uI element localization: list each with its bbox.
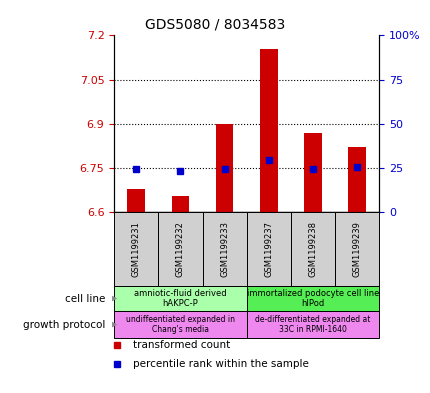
Polygon shape <box>112 296 117 301</box>
Text: GSM1199239: GSM1199239 <box>352 221 361 277</box>
Text: GSM1199231: GSM1199231 <box>132 221 141 277</box>
Bar <box>158 212 202 286</box>
Text: GSM1199232: GSM1199232 <box>175 221 184 277</box>
Bar <box>215 124 233 212</box>
Bar <box>246 286 378 311</box>
Bar <box>114 311 246 338</box>
Text: de-differentiated expanded at
33C in RPMI-1640: de-differentiated expanded at 33C in RPM… <box>255 315 370 334</box>
Text: percentile rank within the sample: percentile rank within the sample <box>132 359 308 369</box>
Bar <box>171 196 189 212</box>
Text: GDS5080 / 8034583: GDS5080 / 8034583 <box>145 18 285 32</box>
Text: immortalized podocyte cell line
hIPod: immortalized podocyte cell line hIPod <box>246 289 378 308</box>
Bar <box>347 147 365 212</box>
Text: GSM1199238: GSM1199238 <box>308 221 317 277</box>
Bar <box>304 132 321 212</box>
Bar <box>246 212 290 286</box>
Bar <box>290 212 335 286</box>
Text: GSM1199233: GSM1199233 <box>220 221 229 277</box>
Bar <box>246 311 378 338</box>
Text: GSM1199237: GSM1199237 <box>264 221 273 277</box>
Bar <box>127 189 145 212</box>
Polygon shape <box>112 322 117 327</box>
Bar <box>259 49 277 212</box>
Bar <box>202 212 246 286</box>
Text: transformed count: transformed count <box>132 340 230 350</box>
Bar <box>335 212 378 286</box>
Text: growth protocol: growth protocol <box>23 320 105 330</box>
Text: cell line: cell line <box>65 294 105 303</box>
Bar <box>114 286 246 311</box>
Bar <box>114 212 158 286</box>
Text: undiffeentiated expanded in
Chang's media: undiffeentiated expanded in Chang's medi… <box>126 315 234 334</box>
Text: amniotic-fluid derived
hAKPC-P: amniotic-fluid derived hAKPC-P <box>134 289 226 308</box>
